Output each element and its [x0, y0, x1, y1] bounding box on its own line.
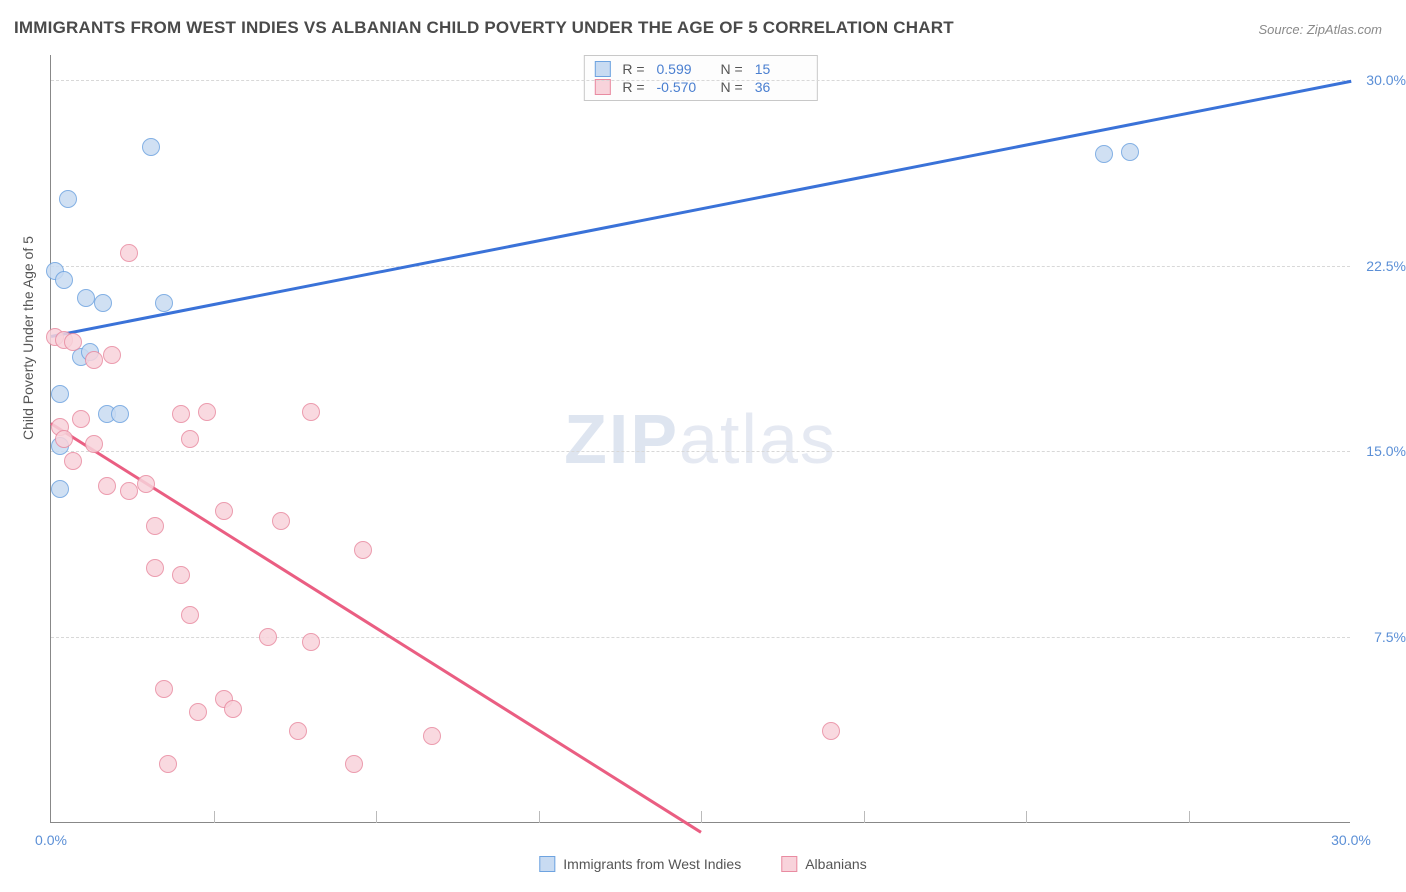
scatter-point [77, 289, 95, 307]
scatter-point [146, 559, 164, 577]
scatter-point [215, 502, 233, 520]
x-tick-label: 30.0% [1331, 832, 1371, 848]
y-tick-label: 15.0% [1366, 443, 1406, 459]
scatter-point [159, 755, 177, 773]
gridline-vertical [1026, 811, 1027, 823]
scatter-point [103, 346, 121, 364]
scatter-point [259, 628, 277, 646]
scatter-point [198, 403, 216, 421]
x-tick-label: 0.0% [35, 832, 67, 848]
legend-swatch [781, 856, 797, 872]
scatter-point [51, 480, 69, 498]
scatter-point [120, 482, 138, 500]
scatter-point [120, 244, 138, 262]
y-tick-label: 22.5% [1366, 258, 1406, 274]
scatter-point [51, 385, 69, 403]
watermark-bold: ZIP [564, 400, 679, 478]
trend-line [51, 80, 1351, 338]
scatter-point [85, 351, 103, 369]
scatter-point [181, 606, 199, 624]
scatter-point [59, 190, 77, 208]
scatter-point [64, 452, 82, 470]
gridline-vertical [376, 811, 377, 823]
scatter-point [172, 566, 190, 584]
scatter-point [85, 435, 103, 453]
plot-area: ZIPatlas R =0.599N =15R =-0.570N =36 7.5… [50, 55, 1350, 823]
scatter-point [224, 700, 242, 718]
bottom-legend: Immigrants from West Indies Albanians [539, 856, 866, 872]
stats-row: R = 0.599 N = 15 [594, 60, 806, 78]
scatter-point [302, 403, 320, 421]
gridline-vertical [1189, 811, 1190, 823]
scatter-point [822, 722, 840, 740]
scatter-point [423, 727, 441, 745]
scatter-point [98, 477, 116, 495]
scatter-point [354, 541, 372, 559]
scatter-point [155, 680, 173, 698]
stat-label-r: R = [622, 61, 644, 77]
legend-swatch [594, 79, 610, 95]
scatter-point [302, 633, 320, 651]
scatter-point [72, 410, 90, 428]
gridline-horizontal [51, 266, 1350, 267]
stats-legend-box: R = 0.599 N = 15 R = -0.570 N = 36 [583, 55, 817, 101]
gridline-horizontal [51, 80, 1350, 81]
scatter-point [94, 294, 112, 312]
scatter-point [272, 512, 290, 530]
scatter-point [142, 138, 160, 156]
scatter-point [181, 430, 199, 448]
stat-value-r: 0.599 [657, 61, 709, 77]
scatter-point [146, 517, 164, 535]
scatter-point [172, 405, 190, 423]
scatter-point [155, 294, 173, 312]
legend-label: Albanians [805, 856, 867, 872]
scatter-point [111, 405, 129, 423]
legend-item: Albanians [781, 856, 867, 872]
legend-label: Immigrants from West Indies [563, 856, 741, 872]
chart-title: IMMIGRANTS FROM WEST INDIES VS ALBANIAN … [14, 18, 954, 38]
gridline-vertical [539, 811, 540, 823]
scatter-point [1095, 145, 1113, 163]
stat-value-n: 15 [755, 61, 807, 77]
gridline-vertical [701, 811, 702, 823]
gridline-vertical [214, 811, 215, 823]
legend-swatch [539, 856, 555, 872]
legend-item: Immigrants from West Indies [539, 856, 741, 872]
scatter-point [64, 333, 82, 351]
watermark: ZIPatlas [564, 399, 837, 479]
scatter-point [1121, 143, 1139, 161]
stat-label-r: R = [622, 79, 644, 95]
y-tick-label: 7.5% [1374, 629, 1406, 645]
scatter-point [345, 755, 363, 773]
gridline-horizontal [51, 451, 1350, 452]
gridline-vertical [864, 811, 865, 823]
watermark-rest: atlas [679, 400, 837, 478]
scatter-point [289, 722, 307, 740]
y-tick-label: 30.0% [1366, 72, 1406, 88]
y-axis-label: Child Poverty Under the Age of 5 [20, 236, 36, 440]
source-label: Source: ZipAtlas.com [1258, 22, 1382, 37]
scatter-point [137, 475, 155, 493]
stat-label-n: N = [721, 79, 743, 95]
stat-value-r: -0.570 [657, 79, 709, 95]
legend-swatch [594, 61, 610, 77]
stat-label-n: N = [721, 61, 743, 77]
scatter-point [55, 271, 73, 289]
gridline-horizontal [51, 637, 1350, 638]
stat-value-n: 36 [755, 79, 807, 95]
scatter-point [189, 703, 207, 721]
scatter-point [55, 430, 73, 448]
